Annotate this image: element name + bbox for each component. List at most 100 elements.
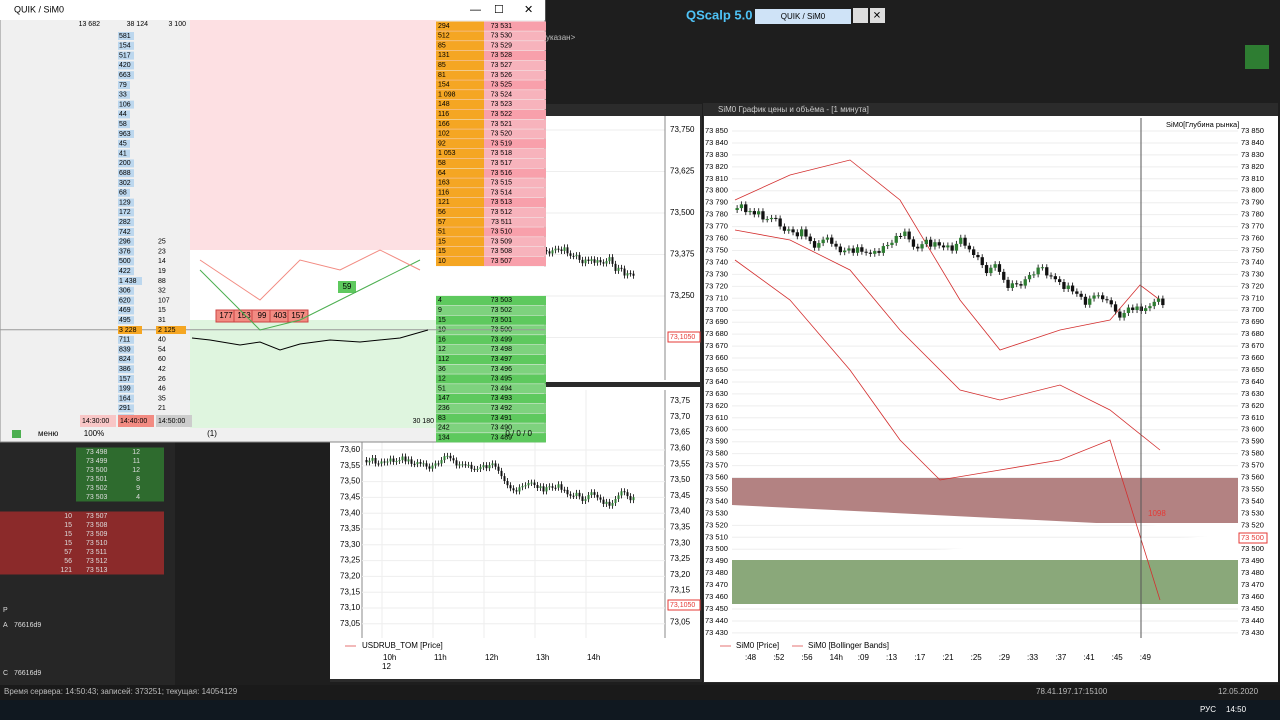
candle	[1096, 295, 1100, 297]
candle	[877, 251, 881, 253]
y-tick-left: 73 480	[705, 568, 728, 577]
candle	[1079, 293, 1083, 297]
y-tick-right: 73 720	[1241, 281, 1264, 290]
close-x: ✕	[873, 11, 881, 22]
ask-price: 73 516	[491, 170, 513, 177]
ask-vol-bar	[436, 129, 484, 139]
y-tick: 73,500	[670, 208, 695, 217]
side-price: 73 499	[86, 458, 108, 465]
min-btn[interactable]	[853, 8, 868, 23]
ask-volume: 51	[438, 229, 446, 236]
candle	[488, 465, 491, 469]
y-tick-right: 73 760	[1241, 234, 1264, 243]
ask-vol-bar	[436, 178, 484, 188]
vol-bar	[118, 365, 134, 374]
candle	[443, 456, 446, 461]
candle	[769, 217, 774, 220]
bid-volume: 236	[438, 405, 450, 412]
ask-vol-bar	[436, 109, 484, 119]
candle	[566, 489, 569, 495]
y-tick-right: 73,25	[670, 554, 691, 563]
side-bid	[76, 447, 164, 457]
marker-box	[338, 281, 356, 293]
x-label: :37	[1055, 653, 1067, 662]
candle	[847, 248, 851, 251]
candle	[976, 254, 980, 258]
ask-volume: 154	[438, 82, 450, 89]
bid-fade	[732, 535, 1238, 560]
side-vol: 12	[132, 449, 140, 456]
dom-header: 13 682	[79, 21, 101, 28]
candle	[536, 485, 539, 488]
close[interactable]: ✕	[524, 4, 533, 16]
ask-zone	[190, 20, 436, 250]
vol-bar	[118, 247, 134, 256]
candle	[744, 204, 748, 213]
ask-volume: 15	[438, 238, 446, 245]
volume2: 19	[158, 268, 166, 275]
bid-volume: 15	[438, 317, 446, 324]
candle	[1101, 295, 1105, 300]
candle	[748, 211, 752, 213]
volume: 839	[119, 346, 131, 353]
vol-bar	[118, 267, 134, 276]
ask-price: 73 511	[491, 219, 512, 226]
candle	[933, 242, 937, 247]
ask-price: 73 512	[491, 209, 513, 216]
candle	[572, 495, 575, 497]
volume: 44	[119, 111, 127, 118]
app-icon[interactable]	[1245, 45, 1269, 69]
volume: 154	[119, 43, 131, 50]
candle	[431, 465, 434, 469]
candle	[485, 465, 488, 469]
candle	[569, 253, 572, 256]
candle	[419, 462, 422, 464]
y-tick-left: 73,45	[340, 493, 361, 502]
candle	[497, 466, 500, 471]
ask-row	[436, 246, 546, 257]
candle	[890, 242, 894, 245]
ask-row	[436, 139, 546, 149]
candle	[937, 242, 941, 246]
x-label: :41	[1083, 653, 1095, 662]
close-btn[interactable]	[870, 8, 885, 23]
y-tick-left: 73 590	[705, 437, 728, 446]
y-tick-left: 73 700	[705, 305, 728, 314]
candle	[503, 476, 506, 482]
max[interactable]: ☐	[494, 4, 504, 16]
candle	[479, 467, 482, 469]
bid-price: 73 491	[491, 415, 513, 422]
volume2: 14	[158, 258, 166, 265]
vol-bar	[118, 394, 134, 403]
bid-price: 73 492	[491, 405, 513, 412]
ask-volume: 1 098	[438, 91, 456, 98]
candle	[993, 264, 997, 268]
vol-bar	[118, 296, 134, 305]
side-price: 73 500	[86, 467, 108, 474]
candle	[924, 239, 928, 245]
ask-price: 73 523	[491, 101, 513, 108]
ask-price: 73 526	[491, 72, 513, 79]
vol-bar	[118, 404, 134, 413]
instrument-box[interactable]	[755, 9, 851, 24]
x-label: :21	[942, 653, 954, 662]
candle	[605, 261, 608, 264]
bid-price: 73 490	[491, 425, 513, 432]
candle	[614, 263, 617, 271]
y-tick-left: 73 440	[705, 616, 728, 625]
bid-volume: 134	[438, 434, 450, 441]
volume2: 35	[158, 395, 166, 402]
ask-row	[436, 90, 546, 100]
marker: 59	[343, 282, 352, 291]
candle	[838, 246, 842, 253]
bb-mid	[734, 229, 1161, 451]
candle	[500, 470, 503, 477]
candle	[1109, 300, 1113, 305]
side-vol: 15	[64, 522, 72, 529]
side-ask	[0, 520, 164, 530]
min[interactable]: —	[470, 4, 481, 16]
y-tick-right: 73 500	[1241, 544, 1264, 553]
dom-header: 3 100	[168, 21, 186, 28]
candle	[800, 229, 804, 237]
y-tick-left: 73 630	[705, 389, 728, 398]
